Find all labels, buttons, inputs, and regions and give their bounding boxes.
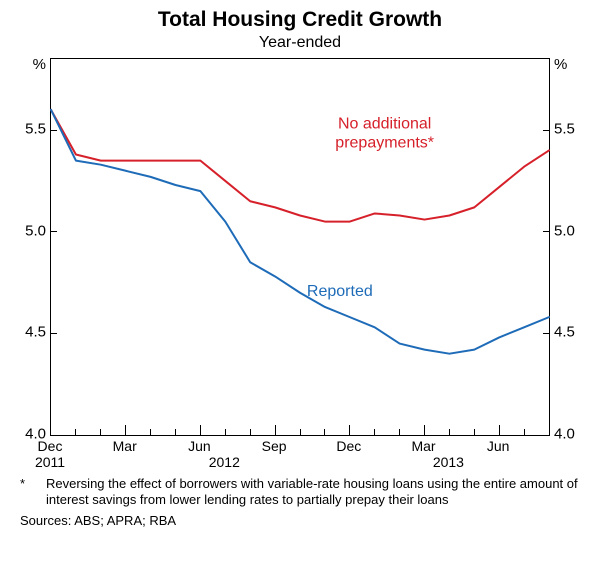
y-tick-label: 5.0 [554,222,590,239]
series-line [51,110,549,222]
footnote-text: Reversing the effect of borrowers with v… [46,476,580,509]
chart-title: Total Housing Credit Growth [10,8,590,32]
y-tick-label: 4.0 [554,426,590,443]
x-tick-month: Dec [336,438,361,454]
x-tick-month: Jun [188,438,211,454]
x-tick-month: Sep [262,438,287,454]
y-tick-label: 4.5 [554,324,590,341]
x-tick-year: 2013 [433,454,464,470]
chart-container: Total Housing Credit Growth Year-ended %… [0,0,600,581]
x-tick-labels: DecMarJunSepDecMarJun201120122013 [50,436,550,468]
chart-svg [51,59,549,435]
x-tick-year: 2011 [35,454,65,470]
x-tick-year: 2012 [209,454,240,470]
x-tick-month: Jun [487,438,510,454]
x-tick-month: Dec [38,438,63,454]
footnote: * Reversing the effect of borrowers with… [20,476,580,509]
sources-line: Sources: ABS; APRA; RBA [20,513,580,528]
plot-box: No additionalprepayments*Reported [50,58,550,436]
series-line [51,110,549,354]
x-tick-month: Mar [411,438,435,454]
x-tick-month: Mar [113,438,137,454]
y-tick-label: 5.5 [554,121,590,138]
plot-area: % % 4.04.55.05.5 4.04.55.05.5 No additio… [10,58,590,468]
chart-subtitle: Year-ended [10,34,590,52]
footnote-mark: * [20,476,46,509]
